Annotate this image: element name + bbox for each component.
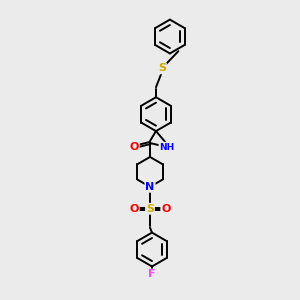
Text: N: N (146, 182, 154, 192)
Text: O: O (161, 204, 171, 214)
Text: O: O (129, 204, 139, 214)
Text: S: S (146, 204, 154, 214)
Text: O: O (129, 142, 139, 152)
Text: S: S (158, 63, 166, 74)
Text: F: F (148, 269, 156, 279)
Text: NH: NH (159, 142, 175, 152)
